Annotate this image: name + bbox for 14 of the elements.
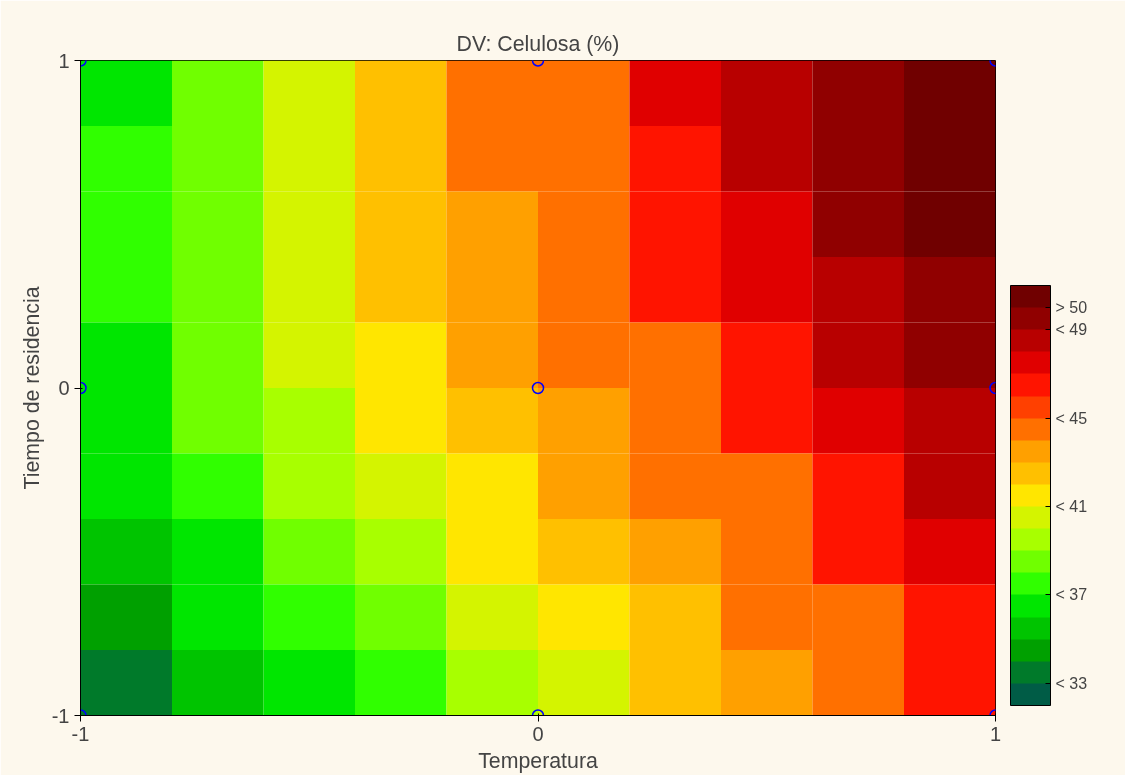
chart-title: DV: Celulosa (%) xyxy=(456,31,620,56)
x-axis-title: Temperatura xyxy=(478,748,598,773)
color-bar-label: < 37 xyxy=(1055,586,1088,604)
y-tick-label: 1 xyxy=(58,49,70,72)
y-axis-title: Tiempo de residencia xyxy=(19,286,44,490)
x-tick-label: 0 xyxy=(532,722,544,745)
y-tick-label: 0 xyxy=(58,377,70,399)
x-tick-label: 1 xyxy=(989,722,1002,745)
color-bar-label: > 50 xyxy=(1055,299,1088,317)
color-bar-label: < 49 xyxy=(1055,321,1088,339)
y-tick-label: -1 xyxy=(51,704,70,727)
color-bar-label: < 41 xyxy=(1055,498,1088,516)
color-bar-label: < 33 xyxy=(1055,674,1088,692)
color-bar-label: < 45 xyxy=(1055,409,1088,427)
